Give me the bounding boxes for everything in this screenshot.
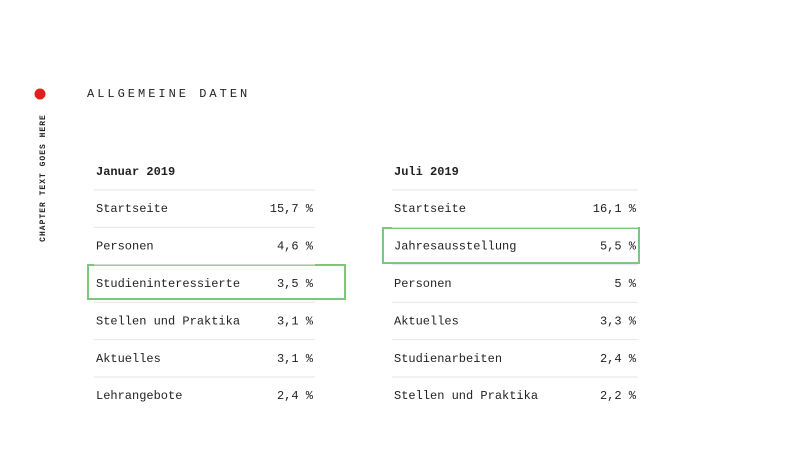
row-label: Aktuelles bbox=[394, 314, 459, 328]
table-header: Juli 2019 bbox=[394, 165, 459, 179]
row-value: 3,1 % bbox=[277, 352, 314, 366]
row-value: 2,2 % bbox=[600, 389, 637, 403]
page-title: ALLGEMEINE DATEN bbox=[87, 87, 250, 101]
row-value: 2,4 % bbox=[277, 389, 314, 403]
row-value: 5 % bbox=[614, 277, 636, 291]
chapter-dot bbox=[34, 88, 46, 100]
row-value: 4,6 % bbox=[277, 240, 314, 254]
row-label: Stellen und Praktika bbox=[96, 314, 240, 328]
row-label: Stellen und Praktika bbox=[394, 389, 538, 403]
row-value: 3,5 % bbox=[277, 277, 314, 291]
table-header: Januar 2019 bbox=[96, 165, 175, 179]
row-value: 5,5 % bbox=[600, 240, 637, 254]
highlight-box bbox=[382, 227, 640, 264]
row-label: Personen bbox=[394, 277, 452, 291]
row-value: 3,1 % bbox=[277, 314, 314, 328]
row-label: Studieninteressierte bbox=[96, 277, 240, 291]
row-label: Startseite bbox=[96, 202, 168, 216]
row-label: Lehrangebote bbox=[96, 389, 182, 403]
row-label: Jahresausstellung bbox=[394, 240, 516, 254]
row-value: 16,1 % bbox=[593, 202, 637, 216]
row-value: 3,3 % bbox=[600, 314, 637, 328]
row-label: Personen bbox=[96, 240, 154, 254]
row-value: 15,7 % bbox=[270, 202, 314, 216]
row-value: 2,4 % bbox=[600, 352, 637, 366]
chapter-text: CHAPTER TEXT GOES HERE bbox=[39, 114, 48, 242]
row-label: Studienarbeiten bbox=[394, 352, 502, 366]
row-label: Startseite bbox=[394, 202, 466, 216]
row-label: Aktuelles bbox=[96, 352, 161, 366]
